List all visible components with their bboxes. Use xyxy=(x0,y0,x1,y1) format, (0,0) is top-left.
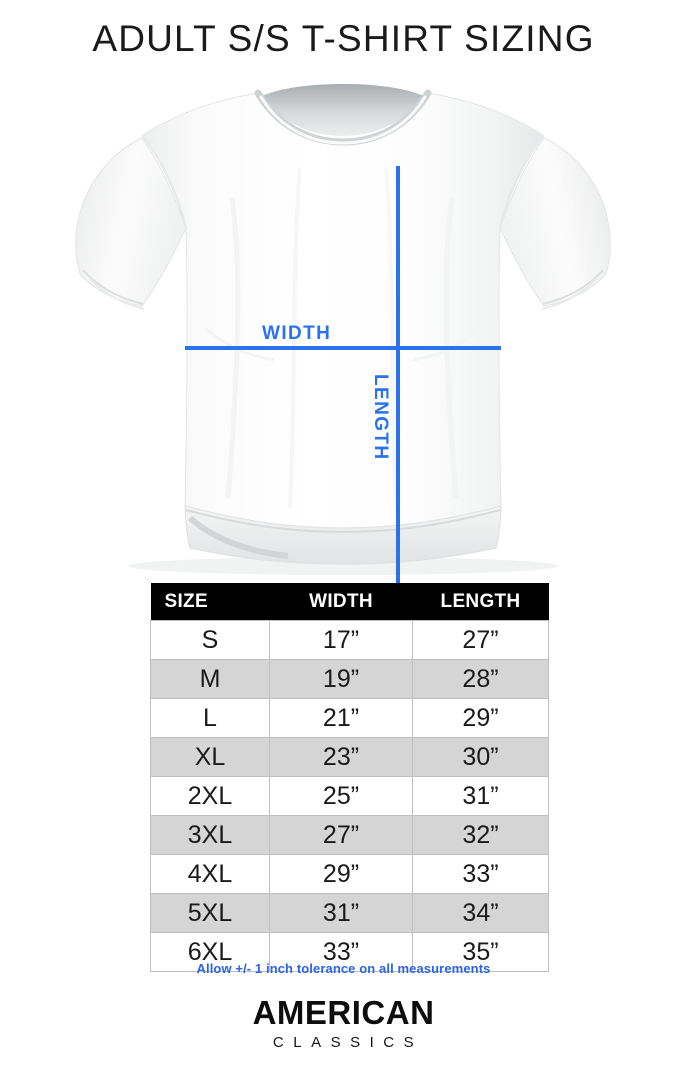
width-label: WIDTH xyxy=(262,323,332,344)
cell-width: 25” xyxy=(269,776,413,816)
cell-size: 2XL xyxy=(150,776,270,816)
cell-size: 5XL xyxy=(150,893,270,933)
table-row: 4XL 29” 33” xyxy=(150,854,549,894)
table-row: XL 23” 30” xyxy=(150,737,549,777)
tshirt-diagram: WIDTH LENGTH xyxy=(0,78,687,646)
cell-width: 27” xyxy=(269,815,413,855)
tolerance-note: Allow +/- 1 inch tolerance on all measur… xyxy=(196,961,491,976)
table-row: L 21” 29” xyxy=(150,698,549,738)
page-title: ADULT S/S T-SHIRT SIZING xyxy=(92,18,595,59)
cell-size: M xyxy=(150,659,270,699)
table-header-row: SIZE WIDTH LENGTH xyxy=(150,583,549,621)
length-guide-line xyxy=(396,166,400,646)
table-row: 5XL 31” 34” xyxy=(150,893,549,933)
cell-width: 19” xyxy=(269,659,413,699)
table-row: 3XL 27” 32” xyxy=(150,815,549,855)
cell-size: XL xyxy=(150,737,270,777)
cell-size: 3XL xyxy=(150,815,270,855)
table-row: 2XL 25” 31” xyxy=(150,776,549,816)
cell-length: 31” xyxy=(412,776,549,816)
cell-width: 21” xyxy=(269,698,413,738)
cell-size: L xyxy=(150,698,270,738)
cell-length: 28” xyxy=(412,659,549,699)
cell-width: 23” xyxy=(269,737,413,777)
cell-length: 29” xyxy=(412,698,549,738)
cell-length: 30” xyxy=(412,737,549,777)
table-row: M 19” 28” xyxy=(150,659,549,699)
table-row: S 17” 27” xyxy=(150,620,549,660)
tshirt-illustration-icon xyxy=(75,84,611,575)
column-header-length: LENGTH xyxy=(412,583,549,621)
brand-name-secondary: CLASSICS xyxy=(272,1033,424,1051)
column-header-width: WIDTH xyxy=(269,583,413,621)
cell-length: 27” xyxy=(412,620,549,660)
table-row: 6XL 33” 35” xyxy=(150,932,549,972)
cell-length: 33” xyxy=(412,854,549,894)
width-guide-line xyxy=(185,346,501,350)
size-chart-table: SIZE WIDTH LENGTH S 17” 27” M 19” 28” L … xyxy=(150,583,549,972)
cell-length: 35” xyxy=(412,932,549,972)
column-header-size: SIZE xyxy=(150,583,270,621)
cell-width: 17” xyxy=(269,620,413,660)
cell-size: 4XL xyxy=(150,854,270,894)
cell-length: 32” xyxy=(412,815,549,855)
length-label: LENGTH xyxy=(370,374,391,461)
brand-logo: AMERICAN CLASSICS xyxy=(0,994,687,1051)
cell-length: 34” xyxy=(412,893,549,933)
cell-width: 33” xyxy=(269,932,413,972)
cell-width: 29” xyxy=(269,854,413,894)
cell-size: S xyxy=(150,620,270,660)
cell-width: 31” xyxy=(269,893,413,933)
brand-name-primary: AMERICAN xyxy=(252,994,435,1031)
